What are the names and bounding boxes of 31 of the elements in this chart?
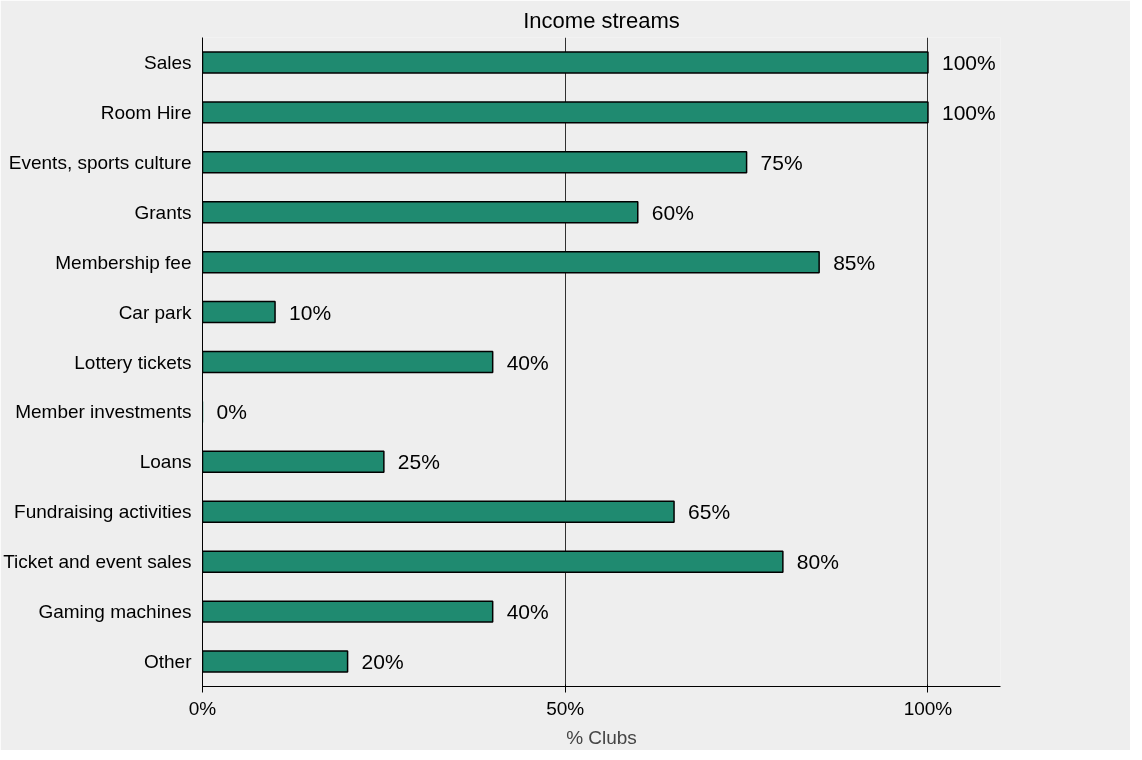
data-label: 60% bbox=[651, 200, 694, 224]
y-tick-label: Lottery tickets bbox=[74, 351, 192, 373]
chart-title: Income streams bbox=[523, 7, 680, 33]
data-label: 100% bbox=[941, 50, 996, 74]
y-tick-label: Membership fee bbox=[55, 251, 192, 273]
y-tick-label: Other bbox=[143, 651, 193, 673]
data-label: 20% bbox=[361, 650, 404, 674]
data-label: 10% bbox=[289, 300, 332, 324]
y-tick-label: Events, sports culture bbox=[8, 151, 192, 173]
y-tick-label: Gaming machines bbox=[38, 601, 192, 623]
data-label: 65% bbox=[688, 500, 731, 524]
y-tick-label: Member investments bbox=[15, 401, 192, 423]
x-axis-title: % Clubs bbox=[566, 726, 637, 748]
data-label: 0% bbox=[216, 400, 247, 424]
x-tick-label: 100% bbox=[903, 697, 953, 719]
data-label: 40% bbox=[506, 600, 549, 624]
x-tick-label: 0% bbox=[188, 697, 217, 719]
y-tick-label: Ticket and event sales bbox=[3, 551, 192, 573]
y-tick-label: Room Hire bbox=[100, 101, 192, 123]
data-label: 80% bbox=[796, 550, 839, 574]
data-label: 40% bbox=[506, 350, 549, 374]
y-tick-label: Sales bbox=[143, 51, 192, 73]
x-tick-label: 50% bbox=[546, 697, 585, 719]
y-tick-label: Loans bbox=[139, 451, 192, 473]
y-tick-label: Fundraising activities bbox=[14, 501, 192, 523]
data-label: 25% bbox=[397, 450, 440, 474]
data-label: 75% bbox=[760, 150, 803, 174]
y-tick-label: Grants bbox=[134, 201, 192, 223]
data-label: 85% bbox=[833, 250, 876, 274]
data-label: 100% bbox=[941, 100, 996, 124]
y-tick-label: Car park bbox=[118, 301, 192, 323]
